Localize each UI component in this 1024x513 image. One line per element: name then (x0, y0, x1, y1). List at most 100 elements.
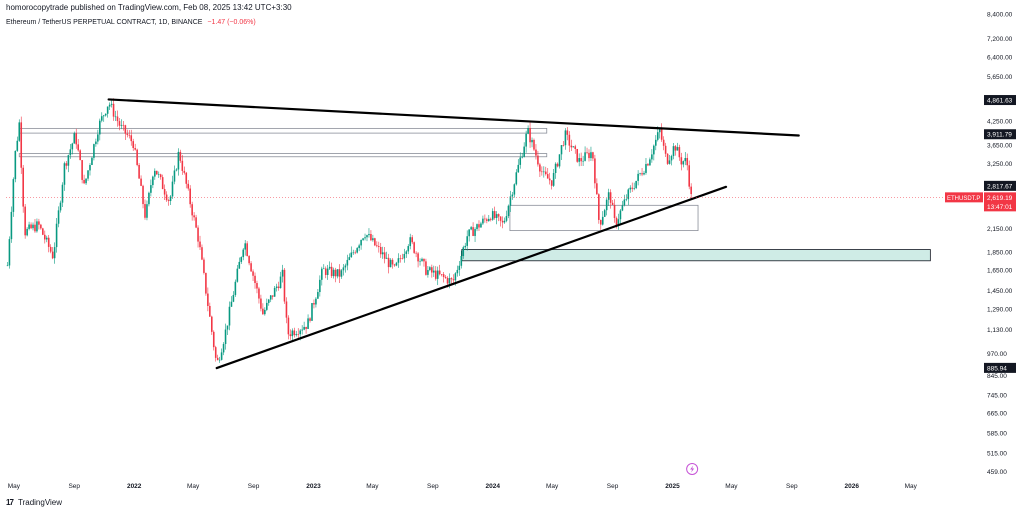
candle-down (197, 227, 199, 242)
candle-up (495, 214, 498, 218)
candle-up (635, 180, 637, 189)
candle-down (450, 278, 453, 280)
candle-down (42, 228, 44, 235)
candle-up (73, 133, 76, 144)
candle-down (142, 185, 144, 205)
candle-up (273, 287, 276, 297)
candle-down (688, 165, 690, 187)
candle-down (423, 258, 425, 262)
candle-up (114, 116, 117, 118)
candle-up (627, 189, 630, 200)
candle-down (576, 149, 579, 162)
candle-down (136, 149, 138, 165)
candle-up (63, 163, 66, 185)
candle-up (315, 298, 317, 305)
candle-up (584, 152, 586, 161)
candle-up (668, 160, 671, 164)
candle-up (348, 257, 351, 260)
candle-down (489, 218, 492, 220)
candle-down (415, 252, 417, 254)
candle-down (611, 202, 614, 205)
price-label-box (984, 362, 1016, 373)
candle-down (132, 141, 135, 149)
candle-down (34, 224, 36, 232)
y-tick-label: 515.00 (987, 451, 1007, 458)
x-tick-label: 2022 (127, 483, 142, 490)
candle-up (658, 129, 661, 133)
candle-up (368, 233, 370, 236)
candle-down (248, 256, 250, 264)
candle-down (586, 152, 588, 153)
candle-up (102, 115, 105, 117)
candle-up (629, 187, 632, 190)
candle-down (183, 170, 186, 173)
candle-down (271, 295, 274, 297)
candle-up (523, 146, 525, 157)
x-tick-label: Sep (68, 483, 80, 490)
candle-up (230, 301, 233, 307)
candle-down (686, 157, 689, 166)
candle-up (488, 218, 490, 221)
candle-down (574, 146, 577, 150)
tradingview-logo-icon: 17 (6, 498, 14, 507)
candle-up (623, 199, 626, 206)
candle-up (45, 237, 48, 240)
candle-up (275, 286, 278, 288)
lightning-icon[interactable] (686, 463, 699, 475)
candle-down (144, 204, 146, 218)
y-tick-label: 970.00 (987, 351, 1007, 358)
candle-down (379, 246, 382, 255)
candle-up (59, 202, 62, 211)
candle-down (562, 145, 565, 146)
candle-down (81, 160, 83, 180)
candle-up (421, 258, 423, 261)
candle-down (666, 153, 669, 164)
candle-down (393, 264, 396, 266)
candle-up (93, 144, 95, 158)
candle-up (519, 157, 522, 165)
candle-up (603, 210, 606, 217)
candle-down (486, 219, 488, 221)
price-label: 4,861.63 (987, 98, 1013, 105)
candle-down (478, 224, 480, 228)
candle-up (346, 259, 349, 266)
y-tick-label: 459.00 (987, 469, 1007, 476)
icon-bolt (690, 465, 695, 473)
candle-down (159, 174, 162, 178)
y-tick-label: 1,290.00 (987, 306, 1013, 313)
candle-down (452, 279, 455, 281)
candle-up (146, 204, 148, 218)
candle-up (436, 270, 439, 279)
candle-down (387, 257, 390, 268)
candle-up (154, 170, 156, 177)
candle-up (234, 281, 237, 295)
candle-down (216, 357, 219, 360)
tradingview-brand[interactable]: 17 TradingView (6, 498, 62, 507)
candle-up (340, 270, 343, 277)
y-tick-label: 1,650.00 (987, 268, 1013, 275)
candle-down (309, 318, 311, 321)
candle-up (12, 179, 15, 212)
candle-up (317, 292, 319, 299)
candle-up (590, 152, 592, 159)
candle-up (332, 269, 335, 277)
price-label-box (984, 129, 1016, 140)
candle-up (474, 229, 476, 236)
candle-up (621, 205, 624, 211)
x-tick-label: 2023 (306, 483, 321, 490)
candle-up (358, 245, 360, 249)
candle-up (319, 279, 321, 293)
candle-up (527, 128, 529, 134)
candle-up (97, 134, 99, 142)
candle-up (517, 164, 520, 173)
candle-up (279, 276, 282, 289)
candle-down (22, 167, 24, 207)
candle-up (232, 294, 235, 302)
candle-down (599, 219, 602, 225)
candle-down (305, 326, 307, 329)
candle-down (75, 133, 78, 145)
candle-up (572, 146, 575, 148)
candle-up (28, 224, 30, 229)
candle-up (364, 237, 366, 239)
